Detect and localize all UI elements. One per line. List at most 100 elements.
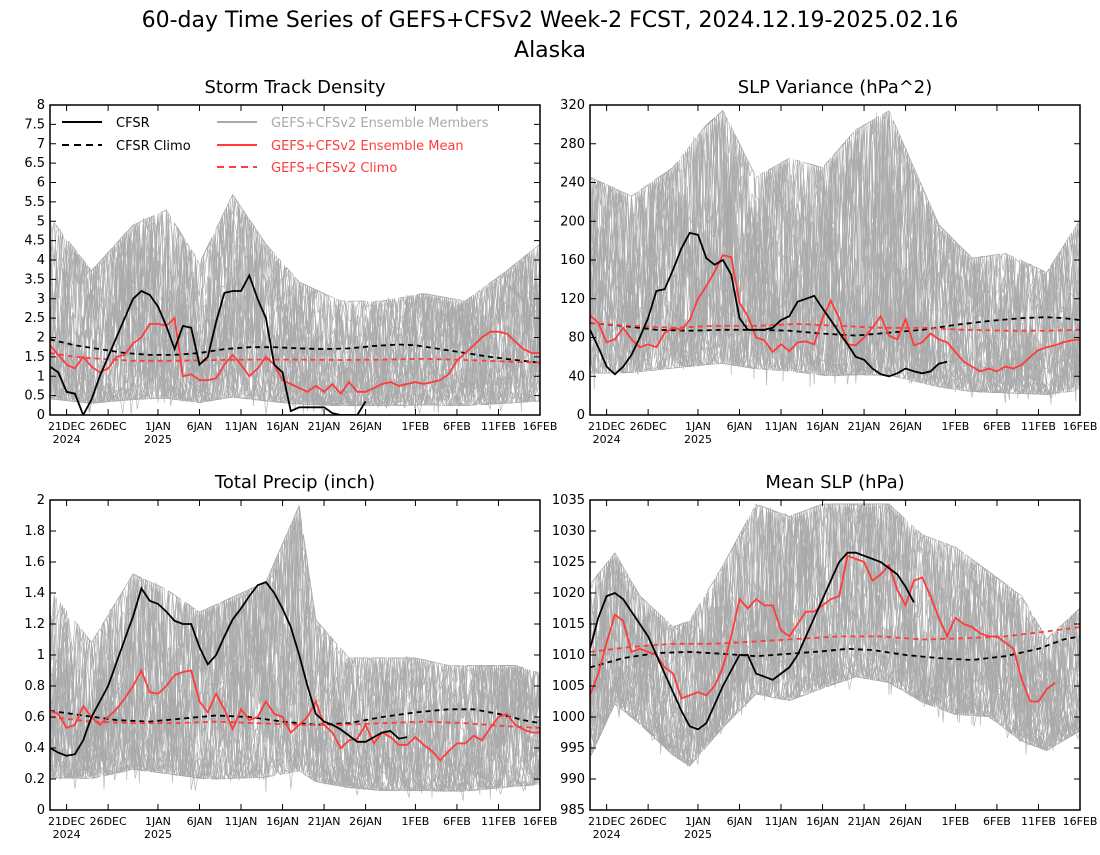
- x-tick-sublabel: 2025: [684, 433, 712, 446]
- x-tick-label: 26DEC: [90, 815, 127, 828]
- y-tick-label: 1025: [552, 555, 585, 570]
- x-tick-label: 26DEC: [90, 420, 127, 433]
- y-tick-label: 8: [37, 98, 45, 113]
- y-tick-label: 4: [37, 253, 45, 268]
- series-gefs-cfsv2-ensemble-mean: [590, 254, 1080, 373]
- x-tick-label: 6FEB: [443, 420, 471, 433]
- x-tick-label: 1JAN: [145, 420, 171, 433]
- x-tick-label: 26DEC: [630, 420, 667, 433]
- y-tick-label: 0: [37, 803, 45, 818]
- x-tick-sublabel: 2025: [144, 433, 172, 446]
- x-tick-label: 16FEB: [1063, 815, 1098, 828]
- x-tick-label: 6FEB: [443, 815, 471, 828]
- panel-slp-variance: SLP Variance (hPa^2) 0 40 80 120 160 200 240 28…: [560, 77, 1097, 446]
- y-tick-label: 0: [577, 408, 585, 423]
- x-tick-label: 1FEB: [402, 420, 430, 433]
- x-tick-label: 6FEB: [983, 815, 1011, 828]
- x-tick-label: 11JAN: [765, 420, 798, 433]
- y-tick-label: 3.5: [24, 272, 45, 287]
- y-tick-label: 2.5: [24, 311, 45, 326]
- y-tick-label: 6: [37, 176, 45, 191]
- series-lines: [590, 551, 1080, 731]
- x-tick-label: 16FEB: [523, 420, 558, 433]
- y-tick-label: 7.5: [24, 117, 45, 132]
- y-tick-label: 160: [560, 253, 585, 268]
- y-tick-label: 0.5: [24, 389, 45, 404]
- legend-label-ensemble-mean: GEFS+CFSv2 Ensemble Mean: [271, 139, 464, 154]
- legend-label-cfsr: CFSR: [116, 116, 150, 131]
- series-cfsr-climo: [50, 708, 540, 726]
- x-tick-label: 21DEC: [588, 815, 625, 828]
- y-tick-label: 280: [560, 137, 585, 152]
- ensemble-member-line: [590, 110, 1080, 398]
- y-tick-label: 7: [37, 137, 45, 152]
- y-tick-label: 3: [37, 292, 45, 307]
- x-tick-label: 26DEC: [630, 815, 667, 828]
- legend: CFSR CFSR Climo GEFS+CFSv2 Ensemble Memb…: [62, 116, 489, 176]
- y-tick-label: 985: [560, 803, 585, 818]
- x-tick-label: 6FEB: [983, 420, 1011, 433]
- ensemble-members: [590, 502, 1080, 767]
- x-tick-label: 16JAN: [806, 420, 839, 433]
- y-tick-label: 1030: [552, 524, 585, 539]
- x-tick-label: 6JAN: [187, 420, 213, 433]
- y-tick-label: 995: [560, 741, 585, 756]
- ensemble-member-line: [50, 548, 540, 790]
- legend-label-cfsr-climo: CFSR Climo: [116, 139, 191, 154]
- figure-subtitle: Alaska: [514, 38, 586, 63]
- y-tick-label: 1.4: [24, 586, 45, 601]
- y-tick-label: 1: [37, 648, 45, 663]
- ensemble-member-line: [590, 503, 1080, 764]
- ensemble-member-line: [590, 113, 1080, 393]
- ensemble-member-line: [50, 577, 540, 793]
- series-gefs-cfsv2-ensemble-mean: [50, 668, 540, 762]
- ensemble-member-line: [50, 524, 540, 779]
- panel-title: Storm Track Density: [204, 77, 385, 98]
- ensemble-member-line: [50, 562, 540, 791]
- panel-title: Mean SLP (hPa): [765, 472, 904, 493]
- y-tick-label: 6.5: [24, 156, 45, 171]
- ensemble-member-line: [590, 165, 1080, 394]
- x-tick-sublabel: 2025: [144, 828, 172, 841]
- y-tick-label: 1: [37, 369, 45, 384]
- ensemble-member-line: [50, 579, 540, 792]
- x-tick-label: 21JAN: [308, 420, 341, 433]
- ensemble-member-line: [50, 520, 540, 792]
- y-tick-label: 120: [560, 292, 585, 307]
- series-cfsr: [50, 581, 408, 757]
- ensemble-member-line: [590, 503, 1080, 767]
- ensemble-member-line: [590, 132, 1080, 395]
- x-tick-label: 6JAN: [187, 815, 213, 828]
- y-tick-label: 240: [560, 176, 585, 191]
- y-tick-label: 0: [37, 408, 45, 423]
- x-tick-label: 1JAN: [685, 420, 711, 433]
- y-tick-label: 1.6: [24, 555, 45, 570]
- x-tick-label: 16FEB: [1063, 420, 1098, 433]
- y-tick-label: 1015: [552, 617, 585, 632]
- ensemble-member-line: [50, 515, 540, 793]
- x-tick-label: 16JAN: [806, 815, 839, 828]
- series-lines: [50, 273, 540, 415]
- x-tick-label: 11FEB: [481, 420, 516, 433]
- ensemble-member-line: [590, 504, 1080, 744]
- series-cfsr-climo: [590, 635, 1080, 669]
- y-tick-label: 4.5: [24, 234, 45, 249]
- x-tick-label: 16JAN: [266, 420, 299, 433]
- x-tick-label: 1JAN: [145, 815, 171, 828]
- y-tick-label: 0.4: [24, 741, 45, 756]
- series-gefs-cfsv2-ensemble-mean: [590, 554, 1056, 703]
- y-tick-label: 40: [568, 369, 585, 384]
- panel-mean-slp: Mean SLP (hPa) 985 990 995 1000 1005 1010 1015…: [552, 472, 1098, 841]
- x-tick-label: 1FEB: [942, 815, 970, 828]
- y-tick-label: 1005: [552, 679, 585, 694]
- x-tick-sublabel: 2024: [53, 433, 81, 446]
- y-tick-label: 200: [560, 214, 585, 229]
- x-tick-label: 21DEC: [48, 815, 85, 828]
- ensemble-member-line: [50, 505, 540, 793]
- x-tick-label: 26JAN: [349, 815, 382, 828]
- ensemble-member-line: [50, 213, 540, 407]
- series-cfsr-climo: [590, 316, 1080, 337]
- ensemble-member-line: [590, 120, 1080, 404]
